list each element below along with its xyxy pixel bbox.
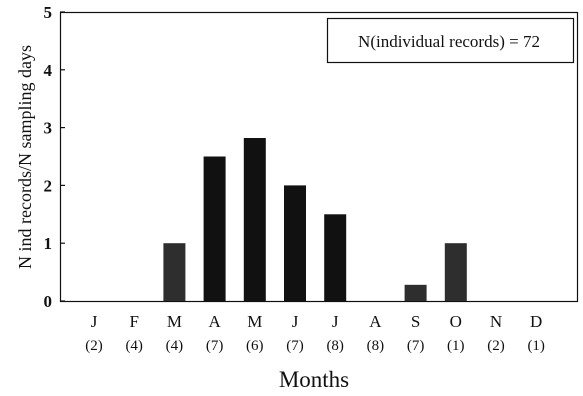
y-tick-label: 0	[44, 292, 53, 311]
x-category-label: J	[91, 312, 98, 331]
x-sample-count-label: (8)	[367, 338, 385, 354]
x-sample-count-label: (4)	[166, 338, 184, 354]
x-axis-label: Months	[279, 367, 349, 392]
annotation-box	[326, 17, 575, 64]
y-axis: 0 1 2 3 4 5	[44, 3, 65, 311]
y-tick-label: 4	[44, 61, 53, 80]
x-axis: J (2) F (4) M (4) A (7) M (6) J (7) J (8) A (8) S (7) O (1)…	[85, 312, 545, 354]
x-category-label: S	[411, 312, 420, 331]
x-sample-count-label: (1)	[527, 338, 545, 354]
x-sample-count-label: (1)	[447, 338, 465, 354]
x-category-label: N	[490, 312, 502, 331]
x-sample-count-label: (8)	[326, 338, 344, 354]
bar	[324, 214, 347, 301]
x-sample-count-label: (2)	[85, 338, 103, 354]
y-axis-label: N ind records/N sampling days	[15, 45, 35, 269]
x-sample-count-label: (7)	[407, 338, 425, 354]
x-category-label: M	[247, 312, 262, 331]
bars	[163, 138, 467, 301]
x-category-label: O	[450, 312, 462, 331]
y-tick-label: 2	[44, 176, 53, 195]
x-sample-count-label: (7)	[206, 338, 224, 354]
plot-frame	[59, 11, 579, 303]
y-tick-label: 5	[44, 3, 53, 22]
x-category-label: D	[530, 312, 542, 331]
bar	[203, 156, 226, 301]
x-category-label: A	[208, 312, 221, 331]
bar	[163, 243, 186, 301]
x-sample-count-label: (6)	[246, 338, 264, 354]
bar	[404, 284, 427, 301]
bar	[444, 243, 467, 301]
x-category-label: F	[129, 312, 138, 331]
annotation-text: N(individual records) = 72	[358, 32, 540, 51]
y-tick-label: 3	[44, 119, 53, 138]
x-sample-count-label: (2)	[487, 338, 505, 354]
y-tick-label: 1	[44, 234, 53, 253]
x-sample-count-label: (4)	[125, 338, 143, 354]
x-category-label: A	[369, 312, 382, 331]
bar	[284, 185, 306, 301]
bar	[243, 138, 266, 301]
x-category-label: M	[167, 312, 182, 331]
x-category-label: J	[332, 312, 339, 331]
x-category-label: J	[292, 312, 299, 331]
x-sample-count-label: (7)	[286, 338, 304, 354]
